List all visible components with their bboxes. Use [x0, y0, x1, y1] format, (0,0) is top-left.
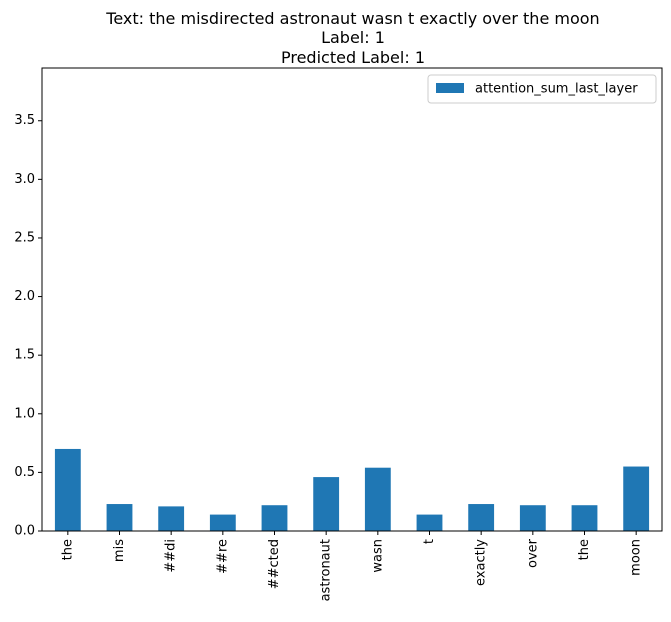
x-tick-label-2: ##di: [164, 539, 179, 573]
bar-11: [623, 466, 650, 531]
x-axis: the mis ##di ##re ##cted astronaut wasn t exactl…: [60, 531, 644, 601]
y-tick-label-6: 3.0: [14, 172, 35, 187]
x-tick-label-10: the: [577, 539, 592, 560]
y-tick-label-1: 0.5: [14, 465, 35, 480]
bar-10: [571, 505, 598, 531]
y-tick-label-7: 3.5: [14, 113, 35, 128]
x-tick-label-6: wasn: [370, 539, 385, 573]
bars-group: [54, 448, 650, 531]
legend-label: attention_sum_last_layer: [475, 82, 638, 97]
bar-4: [261, 505, 288, 531]
bar-1: [106, 504, 133, 531]
y-axis: 0.0 0.5 1.0 1.5 2.0 2.5 3.0 3.5: [14, 113, 42, 539]
legend-swatch: [436, 83, 464, 93]
bar-9: [519, 505, 546, 531]
bar-5: [313, 477, 340, 531]
x-tick-label-8: exactly: [474, 539, 489, 586]
bar-6: [364, 467, 391, 531]
plot-frame: [41, 67, 663, 532]
x-tick-label-0: the: [60, 539, 75, 560]
x-tick-label-3: ##re: [215, 539, 230, 574]
x-tick-label-7: t: [422, 539, 437, 544]
legend-box: [427, 74, 657, 104]
title-line-1: Text: the misdirected astronaut wasn t e…: [105, 9, 599, 28]
bar-3: [209, 514, 236, 531]
bar-8: [468, 504, 495, 531]
x-tick-label-9: over: [525, 538, 540, 568]
x-tick-label-5: astronaut: [319, 539, 334, 601]
y-tick-label-4: 2.0: [14, 289, 35, 304]
x-tick-label-4: ##cted: [267, 539, 282, 589]
bar-0: [54, 448, 81, 531]
y-tick-label-5: 2.5: [14, 230, 35, 245]
y-tick-label-2: 1.0: [14, 406, 35, 421]
x-tick-label-11: moon: [629, 539, 644, 576]
title-line-3: Predicted Label: 1: [281, 48, 425, 67]
title-line-2: Label: 1: [321, 28, 385, 47]
bar-2: [158, 506, 185, 531]
y-tick-label-0: 0.0: [14, 524, 35, 539]
y-tick-label-3: 1.5: [14, 348, 35, 363]
bar-7: [416, 514, 443, 531]
chart-title: Text: the misdirected astronaut wasn t e…: [105, 9, 599, 67]
legend: attention_sum_last_layer: [427, 74, 657, 104]
x-tick-label-1: mis: [112, 539, 127, 562]
